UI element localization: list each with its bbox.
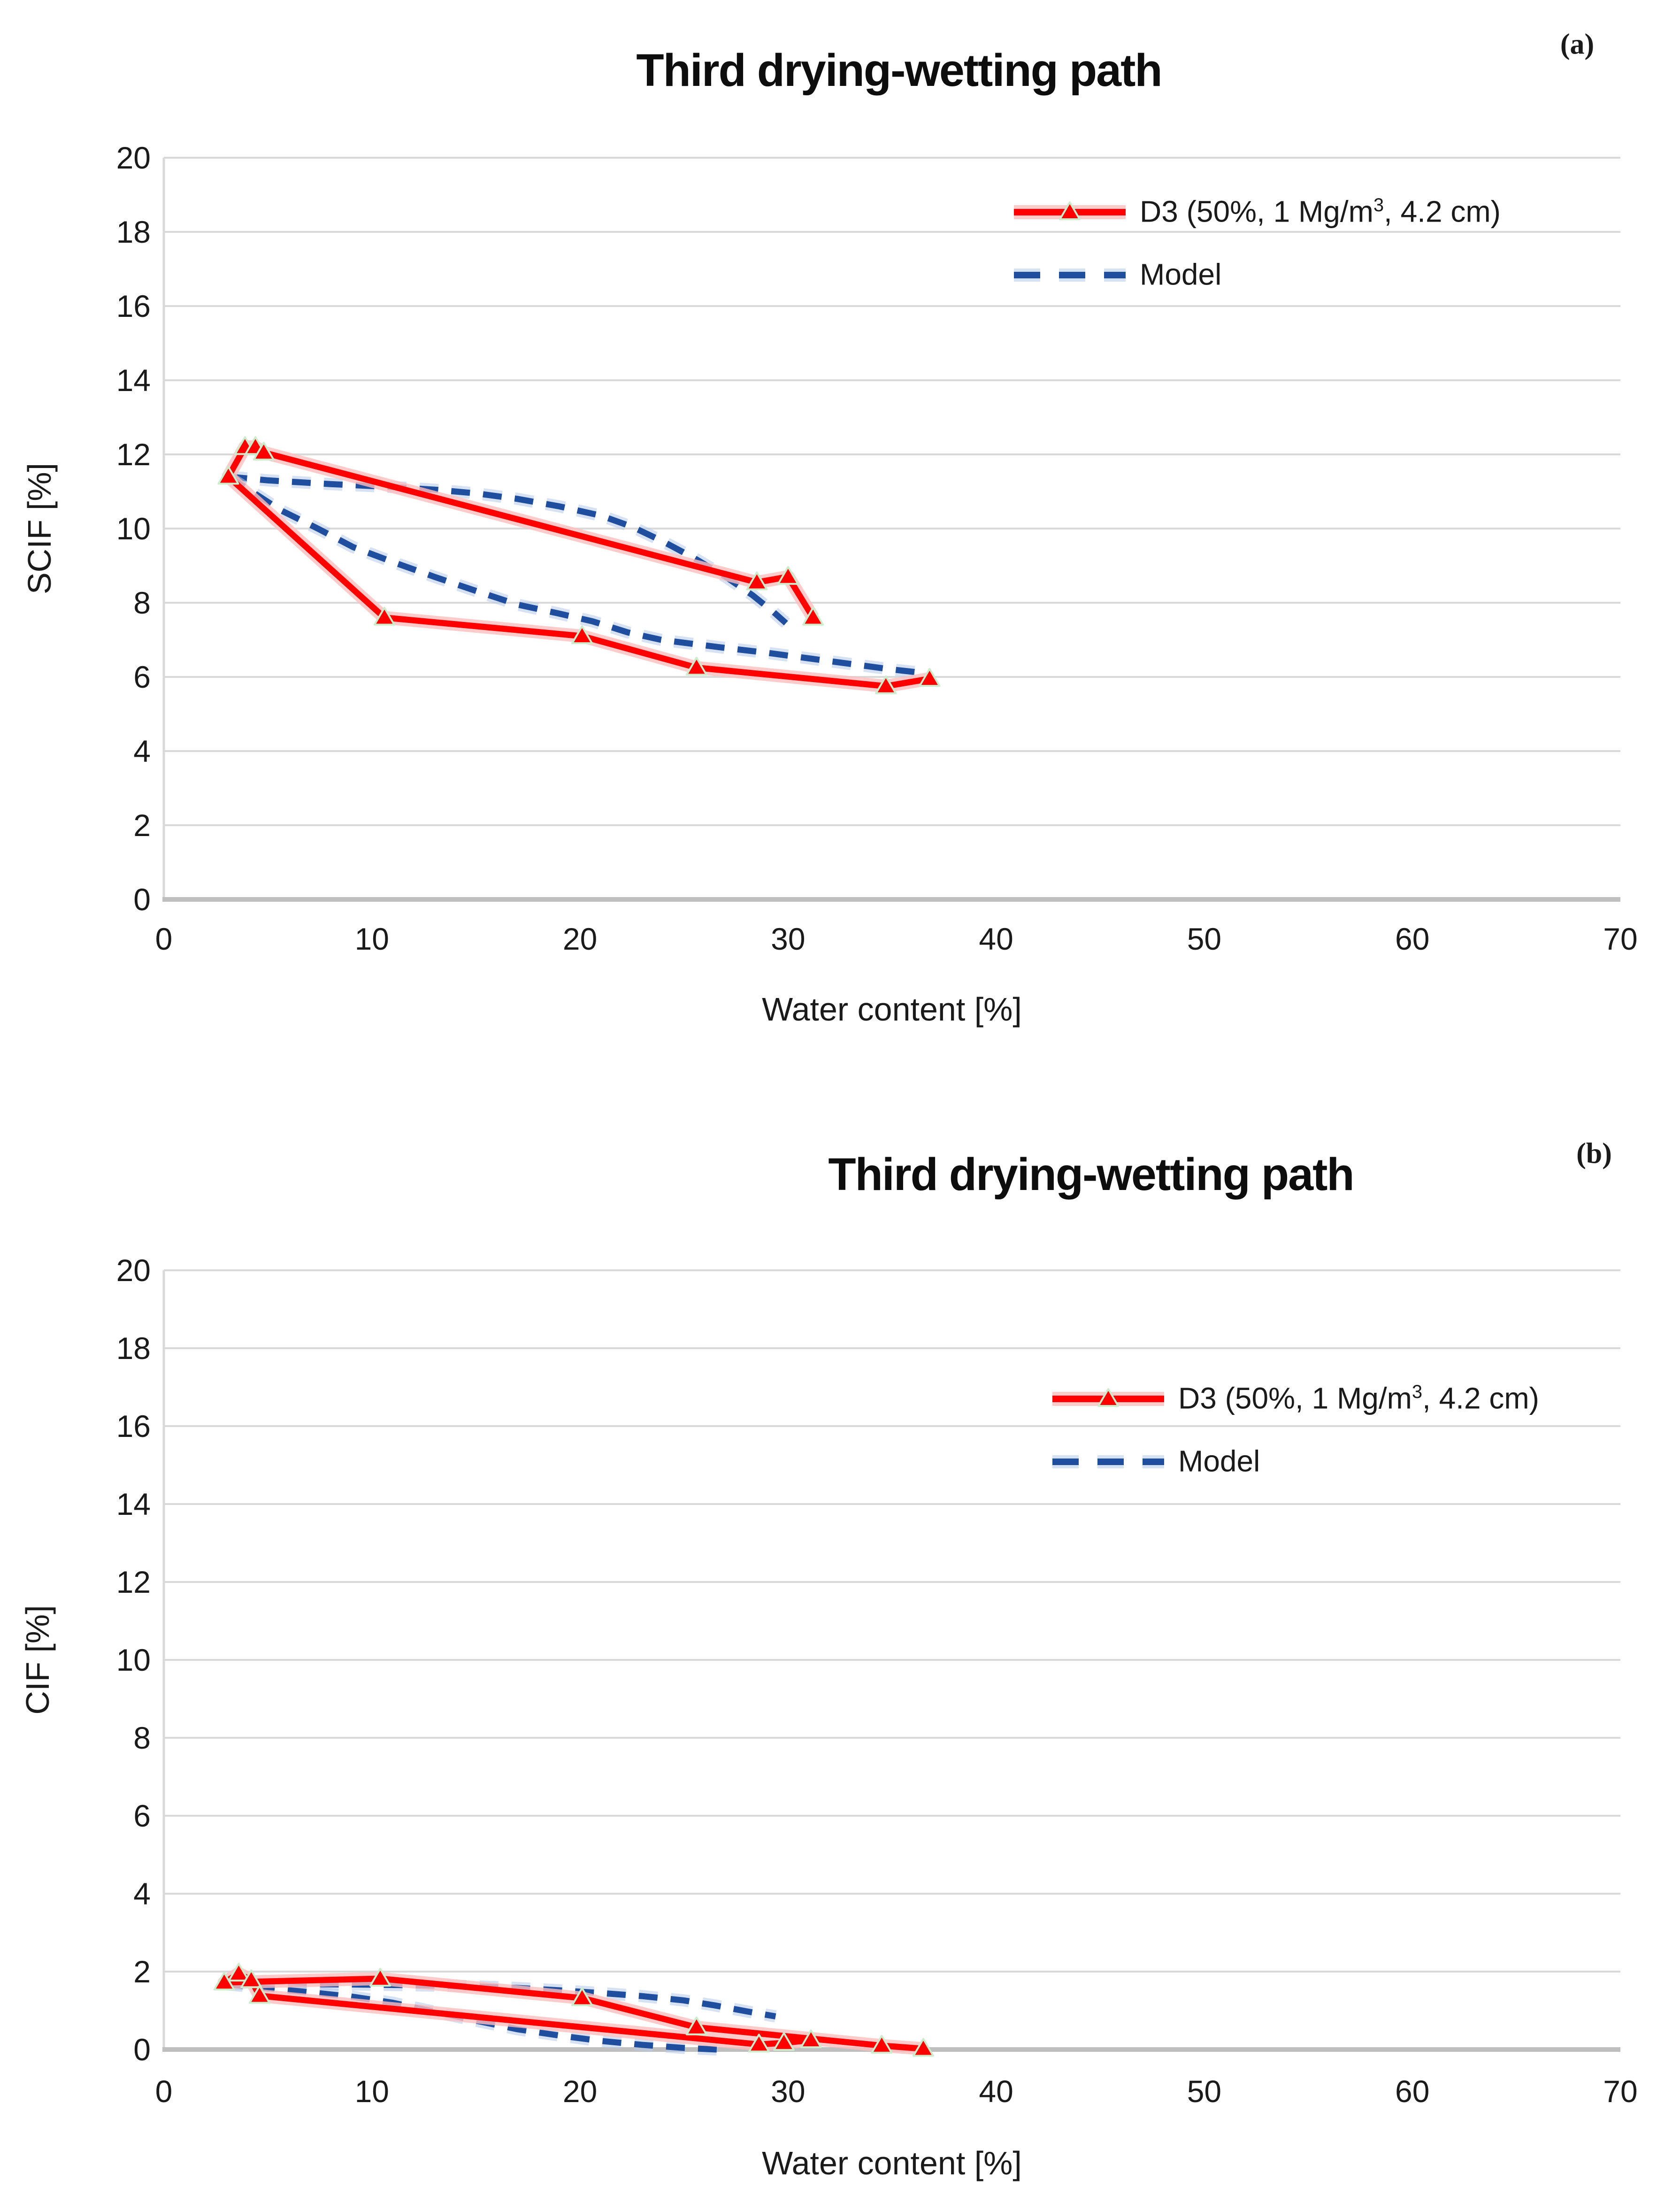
y-tick-label-10: 10 [116,511,151,546]
y-tick-label-8: 8 [133,585,151,620]
d3-marker-10 [777,566,799,585]
x-tick-label-30: 30 [771,2074,805,2109]
x-tick-label-0: 0 [155,921,173,956]
chart-a: 0 2 4 6 8 10 12 14 16 18 20 0 10 20 30 40 50 60 70 [116,140,1638,956]
d3-marker-4 [373,606,395,626]
d3-marker-5 [217,466,239,485]
x-tick-label-60: 60 [1395,2074,1429,2109]
chart-b-legend-label-model: Model [1178,1444,1260,1478]
y-tick-label-10: 10 [116,1643,151,1677]
chart-b-legend-label-d3: D3 (50%, 1 Mg/m3, 4.2 cm) [1178,1381,1539,1416]
d3-marker-2 [685,657,707,676]
d3-marker-0 [919,668,941,687]
x-tick-label-40: 40 [979,2074,1013,2109]
x-tick-label-50: 50 [1187,921,1221,956]
y-tick-label-4: 4 [133,734,151,768]
chart-b-y-axis-title: CIF [%] [19,1605,56,1715]
legend-d3-sample-marker [1059,201,1081,220]
x-tick-label-0: 0 [155,2074,173,2109]
y-tick-label-2: 2 [133,808,151,843]
y-tick-label-20: 20 [116,1253,151,1288]
x-tick-label-20: 20 [563,921,597,956]
y-tick-label-16: 16 [116,1409,151,1443]
legend-d3-sample-marker [1097,1388,1119,1407]
legend-d3-suffix: , 4.2 cm) [1384,194,1501,229]
d3-marker-1 [875,675,897,694]
d3-marker-7 [240,1969,262,1988]
d3-marker-9 [748,2034,770,2053]
x-tick-label-30: 30 [771,921,805,956]
chart-b-corner-label: (b) [1576,1137,1612,1170]
y-tick-label-20: 20 [116,140,151,175]
legend-d3-suffix: , 4.2 cm) [1422,1381,1539,1415]
x-tick-label-50: 50 [1187,2074,1221,2109]
y-tick-label-4: 4 [133,1876,151,1911]
x-tick-label-70: 70 [1603,921,1637,956]
x-tick-label-10: 10 [355,2074,389,2109]
y-tick-label-2: 2 [133,1954,151,1989]
y-tick-label-0: 0 [133,882,151,917]
y-tick-label-18: 18 [116,215,151,249]
chart-b-x-axis-title: Water content [%] [762,2145,1022,2181]
legend-d3-prefix: D3 (50%, 1 Mg/m [1178,1381,1412,1415]
y-tick-label-12: 12 [116,437,151,472]
legend-d3-prefix: D3 (50%, 1 Mg/m [1140,194,1373,229]
d3-marker-6 [228,1963,250,1982]
d3-marker-8 [253,442,275,461]
d3-marker-9 [746,571,768,591]
d3-marker-11 [800,2029,822,2049]
y-tick-label-14: 14 [116,1487,151,1521]
legend-d3-superscript: 3 [1412,1382,1423,1403]
x-tick-label-20: 20 [563,2074,597,2109]
model-curve-1 [226,474,926,676]
x-tick-label-10: 10 [355,921,389,956]
d3-marker-4 [369,1967,391,1987]
chart-b-title: Third drying-wetting path [828,1149,1354,1200]
y-tick-label-14: 14 [116,363,151,398]
d3-marker-11 [802,606,824,626]
x-tick-label-60: 60 [1395,921,1429,956]
chart-a-corner-label: (a) [1560,28,1595,61]
y-tick-label-0: 0 [133,2032,151,2067]
chart-a-x-axis-title: Water content [%] [762,991,1022,1028]
d3-marker-10 [773,2032,795,2051]
chart-a-y-axis-title: SCIF [%] [21,462,58,595]
x-tick-label-70: 70 [1603,2074,1637,2109]
d3-marker-2 [685,2016,707,2035]
d3-marker-3 [571,1987,593,2006]
y-tick-label-6: 6 [133,1798,151,1833]
model-curve-1 [223,1981,718,2053]
d3-marker-1 [871,2034,893,2054]
d3-marker-3 [571,625,593,645]
y-tick-label-8: 8 [133,1720,151,1755]
y-tick-label-18: 18 [116,1331,151,1366]
y-tick-label-16: 16 [116,289,151,323]
y-tick-label-12: 12 [116,1565,151,1599]
x-tick-label-40: 40 [979,921,1013,956]
chart-a-title: Third drying-wetting path [636,45,1162,96]
y-tick-label-6: 6 [133,660,151,694]
chart-a-legend-label-d3: D3 (50%, 1 Mg/m3, 4.2 cm) [1140,194,1501,229]
d3-marker-0 [912,2038,934,2057]
d3-marker-8 [248,1985,270,2004]
model-curve-0 [228,473,788,626]
chart-b: 0 2 4 6 8 10 12 14 16 18 20 0 10 20 30 40 50 60 70 [116,1253,1638,2109]
chart-a-legend-label-model: Model [1140,257,1222,292]
legend-d3-superscript: 3 [1373,195,1384,216]
